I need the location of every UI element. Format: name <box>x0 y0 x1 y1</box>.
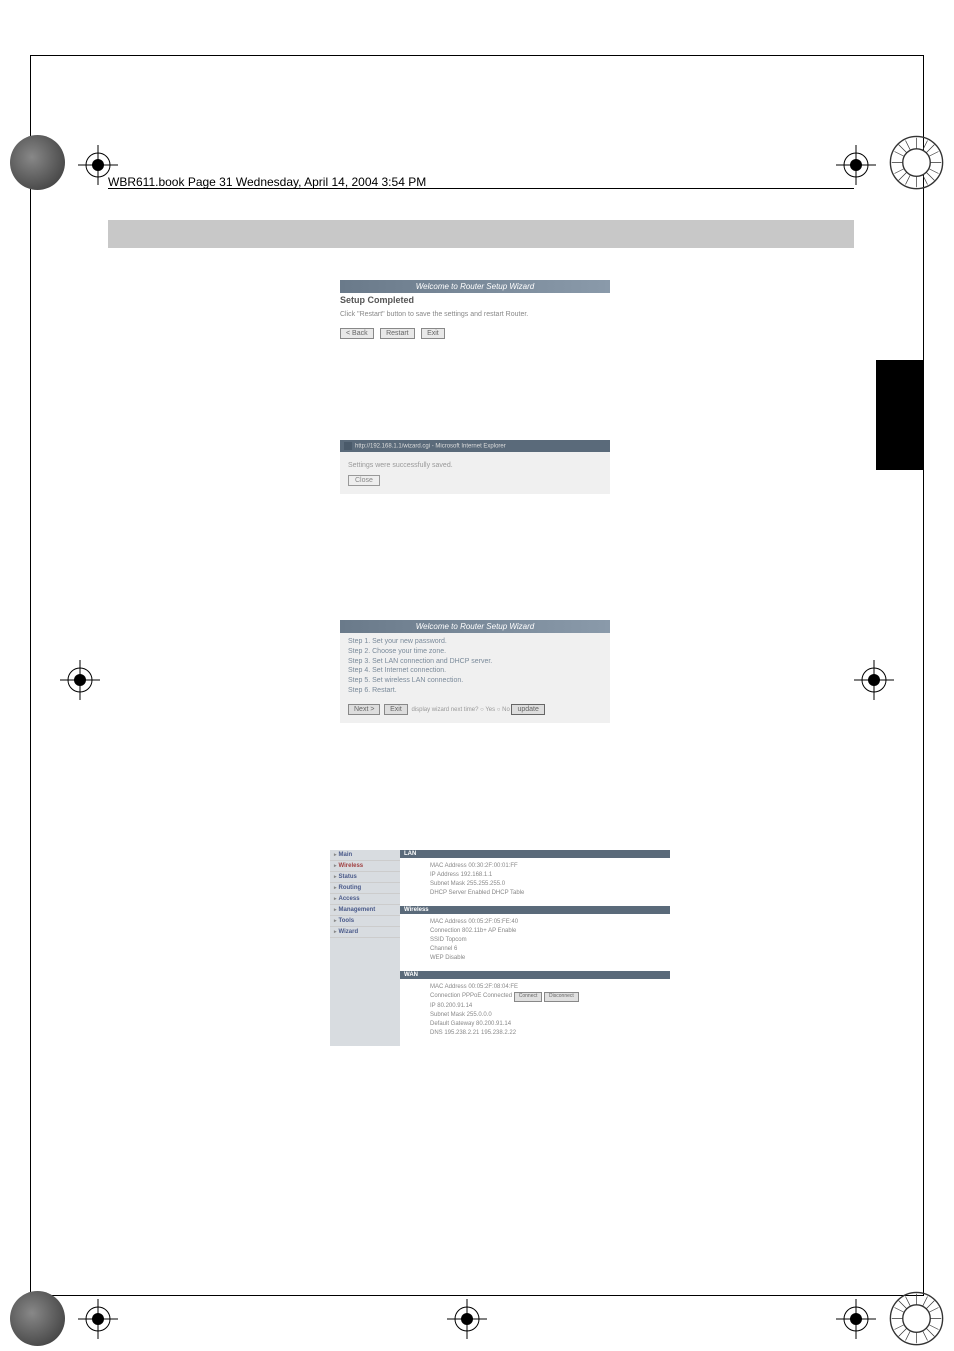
sidebar-item-wireless[interactable]: Wireless <box>330 861 400 872</box>
step-6: Step 6. Restart. <box>340 686 610 696</box>
back-button[interactable]: < Back <box>340 328 374 339</box>
update-button[interactable]: update <box>511 704 544 715</box>
sidebar-item-tools[interactable]: Tools <box>330 916 400 927</box>
wan-gw: Default Gateway 80.200.91.14 <box>430 1020 664 1029</box>
sidebar-item-routing[interactable]: Routing <box>330 883 400 894</box>
black-tab <box>876 360 924 470</box>
wan-mac: MAC Address 00:05:2F:08:04:FE <box>430 983 664 992</box>
header-line <box>108 188 854 189</box>
wl-conn: Connection 802.11b+ AP Enable <box>430 927 664 936</box>
step-4: Step 4. Set Internet connection. <box>340 666 610 676</box>
main-area: LAN MAC Address 00:30:2F:00:01:FF IP Add… <box>400 850 670 1046</box>
step-5: Step 5. Set wireless LAN connection. <box>340 676 610 686</box>
yes-label: Yes <box>485 707 495 713</box>
gray-header-bar <box>108 220 854 248</box>
sidebar-item-management[interactable]: Management <box>330 905 400 916</box>
saved-text: Settings were successfully saved. <box>348 462 602 469</box>
registration-mark-tr <box>836 145 876 185</box>
restart-button[interactable]: Restart <box>380 328 415 339</box>
sidebar: Main Wireless Status Routing Access Mana… <box>330 850 400 1046</box>
step-1: Step 1. Set your new password. <box>340 637 610 647</box>
saved-panel: http://192.168.1.1/wizard.cgi - Microsof… <box>340 440 610 494</box>
wl-wep: WEP Disable <box>430 954 664 963</box>
step-2: Step 2. Choose your time zone. <box>340 647 610 657</box>
next-button[interactable]: Next > <box>348 704 380 715</box>
wl-mac: MAC Address 00:05:2F:05:FE:40 <box>430 918 664 927</box>
registration-mark-mr <box>854 660 894 700</box>
lan-dhcp: DHCP Server Enabled DHCP Table <box>430 889 664 898</box>
lan-section-head: LAN <box>400 850 670 858</box>
browser-title-bar: http://192.168.1.1/wizard.cgi - Microsof… <box>340 440 610 452</box>
corner-disc-bl <box>10 1291 65 1346</box>
setup-completed-label: Setup Completed <box>340 293 610 307</box>
wan-dns: DNS 195.238.2.21 195.238.2.22 <box>430 1029 664 1038</box>
wl-channel: Channel 6 <box>430 945 664 954</box>
wizard-next-time-text: display wizard next time? <box>411 707 478 713</box>
setup-completed-text: Click "Restart" button to save the setti… <box>340 307 610 322</box>
registration-mark-bl <box>78 1299 118 1339</box>
exit-button-2[interactable]: Exit <box>384 704 408 715</box>
disconnect-button[interactable]: Disconnect <box>544 992 579 1002</box>
registration-mark-ml <box>60 660 100 700</box>
lan-ip: IP Address 192.168.1.1 <box>430 871 664 880</box>
wizard-title-2: Welcome to Router Setup Wizard <box>340 620 610 633</box>
sidebar-item-access[interactable]: Access <box>330 894 400 905</box>
lan-mac: MAC Address 00:30:2F:00:01:FF <box>430 862 664 871</box>
wan-ip: IP 80.200.91.14 <box>430 1002 664 1011</box>
sidebar-item-wizard[interactable]: Wizard <box>330 927 400 938</box>
setup-completed-panel: Welcome to Router Setup Wizard Setup Com… <box>340 280 610 340</box>
wan-conn: Connection PPPoE Connected <box>430 993 512 999</box>
registration-mark-mb <box>447 1299 487 1339</box>
corner-disc-br <box>889 1291 944 1346</box>
no-label: No <box>502 707 510 713</box>
admin-page-panel: Main Wireless Status Routing Access Mana… <box>330 850 670 1046</box>
lan-mask: Subnet Mask 255.255.255.0 <box>430 880 664 889</box>
wan-section-head: WAN <box>400 971 670 979</box>
wireless-section-head: Wireless <box>400 906 670 914</box>
wizard-steps-panel: Welcome to Router Setup Wizard Step 1. S… <box>340 620 610 723</box>
step-3: Step 3. Set LAN connection and DHCP serv… <box>340 657 610 667</box>
wizard-title: Welcome to Router Setup Wizard <box>340 280 610 293</box>
page-header-text: WBR611.book Page 31 Wednesday, April 14,… <box>108 175 426 189</box>
connect-button[interactable]: Connect <box>514 992 543 1002</box>
wl-ssid: SSID Topcom <box>430 936 664 945</box>
sidebar-item-status[interactable]: Status <box>330 872 400 883</box>
close-button[interactable]: Close <box>348 475 380 486</box>
wan-mask: Subnet Mask 255.0.0.0 <box>430 1011 664 1020</box>
corner-disc-tl <box>10 135 65 190</box>
exit-button[interactable]: Exit <box>421 328 445 339</box>
registration-mark-br <box>836 1299 876 1339</box>
corner-disc-tr <box>889 135 944 190</box>
sidebar-item-main[interactable]: Main <box>330 850 400 861</box>
